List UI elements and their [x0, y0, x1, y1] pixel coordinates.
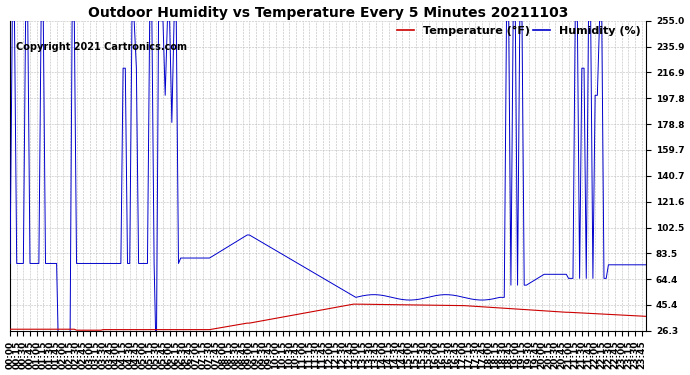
Legend: Temperature (°F), Humidity (%): Temperature (°F), Humidity (%) — [397, 26, 640, 36]
Title: Outdoor Humidity vs Temperature Every 5 Minutes 20211103: Outdoor Humidity vs Temperature Every 5 … — [88, 6, 569, 20]
Text: Copyright 2021 Cartronics.com: Copyright 2021 Cartronics.com — [17, 42, 188, 52]
